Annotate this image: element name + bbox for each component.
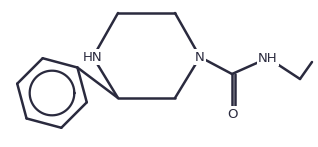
Text: HN: HN xyxy=(83,51,103,64)
Text: NH: NH xyxy=(258,51,278,65)
Text: N: N xyxy=(195,51,205,64)
Text: O: O xyxy=(227,107,237,121)
